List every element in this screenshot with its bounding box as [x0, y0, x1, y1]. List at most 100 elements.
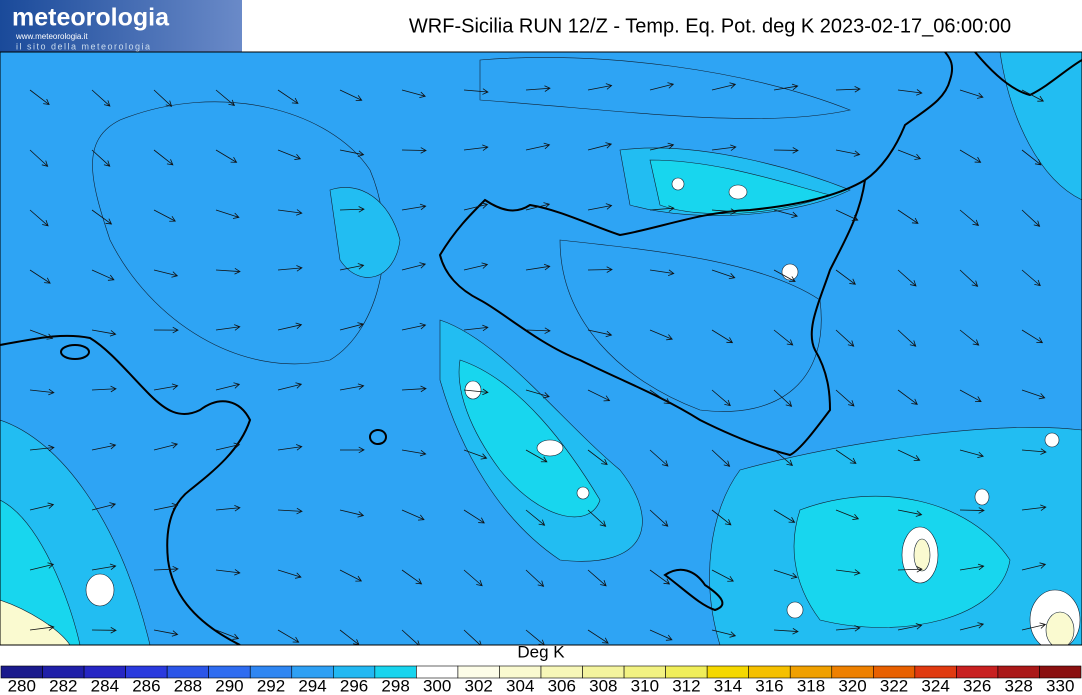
- wind-arrow: [277, 444, 303, 451]
- wind-arrow: [835, 269, 856, 285]
- wind-arrow: [649, 509, 669, 527]
- colorbar-tick-label: 312: [672, 676, 700, 695]
- colorbar-cell: [1039, 665, 1082, 679]
- wind-arrow: [401, 89, 426, 99]
- wind-arrow: [711, 569, 734, 582]
- wind-arrow: [463, 569, 483, 587]
- wind-arrow: [1021, 329, 1044, 344]
- wind-arrow: [1021, 149, 1042, 166]
- wind-arrow: [153, 269, 179, 278]
- wind-arrow: [1021, 209, 1041, 227]
- colorbar-tick-label: 328: [1005, 676, 1033, 695]
- colorbar-tick-label: 284: [91, 676, 119, 695]
- wind-arrow: [835, 389, 855, 407]
- field-band-304: [0, 538, 1075, 645]
- wind-arrow: [525, 202, 551, 211]
- wind-arrow: [835, 329, 855, 347]
- wind-arrow: [29, 89, 50, 106]
- colorbar-label: Deg K: [517, 642, 565, 661]
- wind-arrow: [153, 383, 179, 391]
- wind-arrow: [773, 389, 793, 407]
- colorbar-tick-label: 280: [8, 676, 36, 695]
- wind-arrow: [463, 449, 488, 460]
- map: [0, 52, 1082, 645]
- wind-arrow: [277, 322, 303, 331]
- wind-arrow: [463, 202, 489, 211]
- colorbar-tick-label: 302: [465, 676, 493, 695]
- wind-arrow: [463, 88, 489, 95]
- wind-arrow: [897, 509, 923, 517]
- wind-arrow: [649, 449, 669, 467]
- wind-arrow: [277, 382, 303, 391]
- wind-arrow: [463, 629, 482, 645]
- wind-arrow: [525, 327, 551, 334]
- colorbar-tick-label: 308: [589, 676, 617, 695]
- wind-arrow: [959, 89, 984, 99]
- logo-tagline: il sito della meteorologia: [16, 41, 152, 51]
- wind-arrow: [215, 569, 241, 576]
- wind-arrow: [29, 562, 55, 571]
- wind-arrow: [29, 149, 49, 167]
- wind-arrow: [153, 503, 179, 511]
- wind-arrow: [525, 263, 551, 271]
- wind-arrow: [587, 509, 607, 527]
- wind-arrow: [773, 269, 796, 282]
- wind-arrow: [649, 82, 675, 91]
- wind-arrow: [339, 206, 365, 213]
- colorbar-tick-label: 294: [298, 676, 326, 695]
- wind-arrow: [525, 85, 551, 92]
- colorbar-tick-label: 300: [423, 676, 451, 695]
- wind-arrow: [525, 449, 548, 463]
- wind-arrow: [401, 629, 420, 645]
- wind-arrow: [215, 268, 241, 275]
- wind-arrow: [153, 149, 174, 166]
- wind-arrow: [587, 266, 613, 273]
- wind-arrow: [91, 149, 111, 167]
- wind-arrow: [773, 147, 799, 154]
- wind-arrow: [897, 269, 917, 287]
- wind-arrow: [91, 442, 117, 451]
- wind-arrow: [525, 569, 545, 587]
- wind-arrow: [835, 509, 860, 520]
- wind-arrow: [959, 449, 984, 459]
- wind-arrow: [649, 329, 673, 341]
- wind-arrow: [835, 569, 861, 576]
- wind-arrow: [897, 449, 921, 462]
- wind-arrow: [711, 449, 731, 467]
- wind-arrow: [773, 569, 798, 579]
- wind-arrow: [711, 629, 737, 638]
- logo-url: www.meteorologia.it: [15, 32, 88, 41]
- wind-arrow: [277, 569, 302, 579]
- wind-arrow: [959, 209, 980, 226]
- wind-arrow: [835, 86, 861, 93]
- logo[interactable]: meteorologia www.meteorologia.it il sito…: [0, 0, 242, 52]
- wind-arrow: [959, 507, 985, 514]
- wind-arrow: [277, 265, 303, 272]
- wind-arrow: [277, 507, 303, 515]
- wind-arrow: [835, 449, 857, 464]
- wind-arrow: [959, 149, 982, 163]
- wind-arrow: [463, 324, 489, 332]
- wind-arrow: [153, 442, 179, 451]
- coastline: [0, 52, 1082, 645]
- wind-arrow: [959, 329, 980, 346]
- wind-arrow: [711, 208, 737, 215]
- colorbar-tick-label: 324: [921, 676, 949, 695]
- wind-arrow: [339, 569, 363, 582]
- wind-arrow: [525, 509, 546, 526]
- wind-arrow: [215, 89, 235, 107]
- colorbar-tick-label: 286: [132, 676, 160, 695]
- wind-arrow: [91, 385, 117, 393]
- wind-arrow: [215, 442, 241, 451]
- wind-arrow: [587, 569, 607, 587]
- wind-arrow: [587, 203, 613, 211]
- wind-arrow: [91, 502, 117, 511]
- wind-arrow: [401, 203, 427, 211]
- colorbar-tick-label: 296: [340, 676, 368, 695]
- colorbar-tick-label: 330: [1046, 676, 1074, 695]
- wind-arrow: [711, 144, 737, 151]
- wind-arrow: [1021, 269, 1041, 287]
- wind-arrow: [277, 149, 302, 160]
- wind-arrow: [401, 569, 423, 585]
- wind-arrow: [339, 446, 365, 454]
